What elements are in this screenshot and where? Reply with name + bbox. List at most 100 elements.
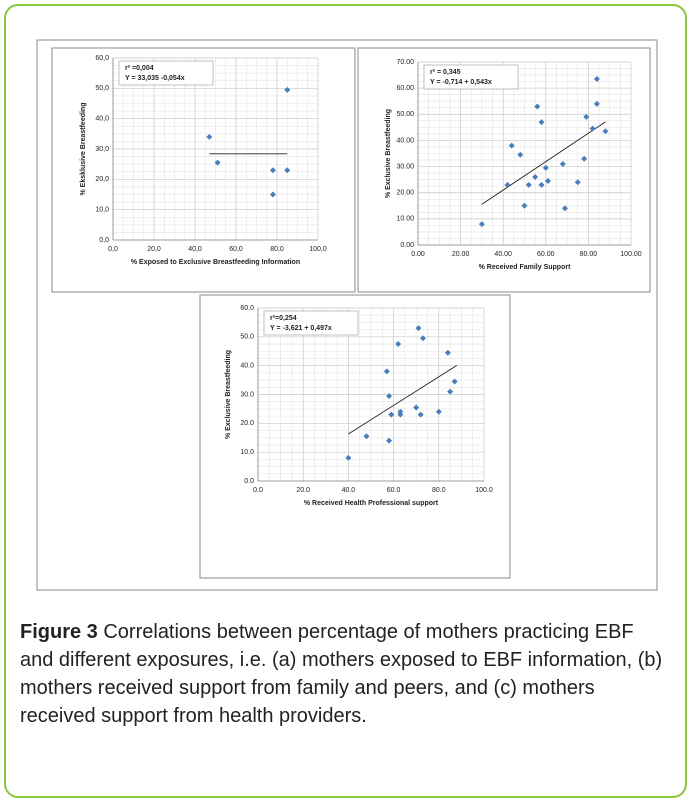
- data-point: [363, 433, 370, 440]
- annotation-box: [263, 310, 359, 336]
- annotation: Y = -0,714 + 0,543x: [430, 79, 492, 86]
- x-axis-title: % Received Family Support: [479, 264, 571, 271]
- x-tick-label: 80.0: [432, 487, 446, 494]
- y-tick-label: 60,0: [95, 55, 109, 62]
- x-tick-label: 20,0: [147, 246, 161, 253]
- data-point: [538, 181, 545, 188]
- data-point: [602, 128, 609, 135]
- data-point: [284, 86, 291, 93]
- data-point: [593, 75, 600, 82]
- x-tick-label: 0.0: [253, 487, 263, 494]
- data-point: [589, 125, 596, 132]
- data-point: [542, 164, 549, 171]
- data-point: [388, 411, 395, 418]
- data-point: [447, 388, 454, 395]
- data-point: [269, 191, 276, 198]
- data-point: [419, 335, 426, 342]
- data-point: [269, 167, 276, 174]
- data-point: [525, 181, 532, 188]
- caption: Figure 3 Correlations between percentage…: [20, 618, 670, 730]
- x-tick-label: 60.00: [537, 251, 555, 258]
- y-axis-title: % Exclusive Breastfeeding: [385, 109, 392, 198]
- y-tick-label: 20.00: [396, 190, 414, 197]
- annotation: Y = -3,621 + 0,497x: [270, 325, 332, 332]
- x-tick-label: 40.00: [494, 251, 512, 258]
- data-point: [534, 103, 541, 110]
- x-tick-label: 80,0: [270, 246, 284, 253]
- x-tick-label: 100,0: [309, 246, 327, 253]
- annotation: r² = 0,345: [430, 69, 461, 76]
- data-point: [559, 160, 566, 167]
- data-point: [417, 411, 424, 418]
- x-tick-label: 40,0: [188, 246, 202, 253]
- data-point: [532, 174, 539, 181]
- data-point: [206, 133, 213, 140]
- y-tick-label: 60.00: [396, 85, 414, 92]
- x-tick-label: 20.00: [452, 251, 470, 258]
- y-tick-label: 50,0: [95, 85, 109, 92]
- x-tick-label: 0,0: [108, 246, 118, 253]
- data-point: [478, 221, 485, 228]
- data-point: [561, 205, 568, 212]
- figure: 0,0 20,0 40,0 60,0 80,0 100,0 0,0 10,0 20,0 30,0 4…: [36, 39, 658, 591]
- x-tick-label: 80.00: [580, 251, 598, 258]
- y-axis-title: % Exclusive Breastfeeding: [225, 350, 232, 439]
- data-point: [444, 349, 451, 356]
- data-point: [214, 159, 221, 166]
- annotation: r² =0,004: [125, 65, 154, 72]
- data-point: [395, 341, 402, 348]
- y-tick-label: 60.0: [240, 305, 254, 312]
- y-tick-label: 0.0: [244, 478, 254, 485]
- data-point: [508, 142, 515, 149]
- x-axis-title: % Received Health Professional support: [304, 500, 439, 507]
- y-tick-label: 20,0: [95, 176, 109, 183]
- y-tick-label: 40.00: [396, 137, 414, 144]
- data-point: [504, 181, 511, 188]
- data-point: [544, 177, 551, 184]
- x-tick-label: 60,0: [229, 246, 243, 253]
- data-point: [583, 113, 590, 120]
- data-point: [435, 408, 442, 415]
- figure-frame: [4, 4, 687, 798]
- x-tick-label: 60.0: [387, 487, 401, 494]
- y-tick-label: 10.0: [240, 449, 254, 456]
- y-tick-label: 10.00: [396, 216, 414, 223]
- chart-box: [199, 294, 511, 579]
- trendline: [348, 364, 458, 435]
- data-point: [386, 437, 393, 444]
- data-point: [397, 411, 404, 418]
- data-point: [413, 404, 420, 411]
- y-tick-label: 30.00: [396, 163, 414, 170]
- data-point: [581, 155, 588, 162]
- y-tick-label: 70.00: [396, 59, 414, 66]
- x-axis-title: % Exposed to Exclusive Breastfeeding Inf…: [131, 259, 300, 266]
- x-tick-label: 100.0: [475, 487, 493, 494]
- data-point: [538, 119, 545, 126]
- x-tick-label: 20.0: [296, 487, 310, 494]
- data-point: [386, 392, 393, 399]
- y-tick-label: 40.0: [240, 363, 254, 370]
- y-tick-label: 50.00: [396, 111, 414, 118]
- caption-label: Figure 3: [20, 621, 98, 643]
- data-point: [451, 378, 458, 385]
- y-tick-label: 30.0: [240, 391, 254, 398]
- data-point: [521, 202, 528, 209]
- annotation-box: [118, 60, 214, 86]
- y-tick-label: 20.0: [240, 420, 254, 427]
- y-tick-label: 0,0: [99, 237, 109, 244]
- y-tick-label: 0.00: [400, 242, 414, 249]
- data-point: [593, 100, 600, 107]
- data-point: [415, 325, 422, 332]
- annotation-box: [423, 64, 519, 90]
- x-tick-label: 100.00: [620, 251, 642, 258]
- y-tick-label: 50.0: [240, 334, 254, 341]
- data-point: [284, 167, 291, 174]
- y-tick-label: 40,0: [95, 116, 109, 123]
- y-tick-label: 30,0: [95, 146, 109, 153]
- trendline: [481, 121, 606, 205]
- data-point: [574, 179, 581, 186]
- data-point: [345, 454, 352, 461]
- caption-text: Correlations between percentage of mothe…: [20, 621, 663, 727]
- y-tick-label: 10,0: [95, 207, 109, 214]
